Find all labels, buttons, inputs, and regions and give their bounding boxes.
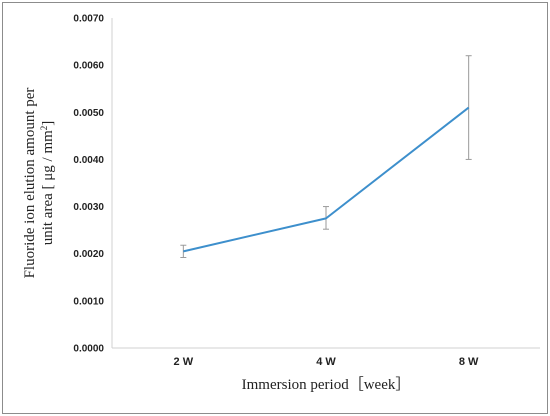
y-tick-label: 0.0000 [73,344,104,355]
x-tick-label: 2 W [174,356,194,368]
y-tick-label: 0.0020 [73,249,104,260]
y-tick-label: 0.0070 [73,14,104,25]
y-axis-title-line2-suffix: ] [40,121,56,126]
y-axis-title-line2-superscript: 2 [39,126,49,131]
x-tick-label: 4 W [316,356,336,368]
y-tick-labels: 0.0000 0.0010 0.0020 0.0030 0.0040 0.0050 0.00… [73,14,104,355]
y-tick-label: 0.0060 [73,61,104,72]
x-axis-title: Immersion period［week］ [242,376,411,393]
axes [111,18,540,349]
series-group [183,106,470,253]
y-tick-label: 0.0050 [73,108,104,119]
y-axis-title-line1: Fluoride ion elution amount per [22,88,38,279]
error-bars [180,55,472,258]
y-tick-label: 0.0040 [73,155,104,166]
x-tick-label: 8 W [459,356,479,368]
x-tick-labels: 2 W 4 W 8 W [174,356,480,368]
y-tick-label: 0.0030 [73,202,104,213]
y-axis-title: Fluoride ion elution amount per unit are… [22,88,56,279]
y-tick-label: 0.0010 [73,296,104,307]
y-axis-title-line2: unit area [ μg / mm2] [39,121,56,246]
y-axis-title-line2-prefix: unit area [ μg / mm [40,130,56,245]
series-line [183,106,470,253]
